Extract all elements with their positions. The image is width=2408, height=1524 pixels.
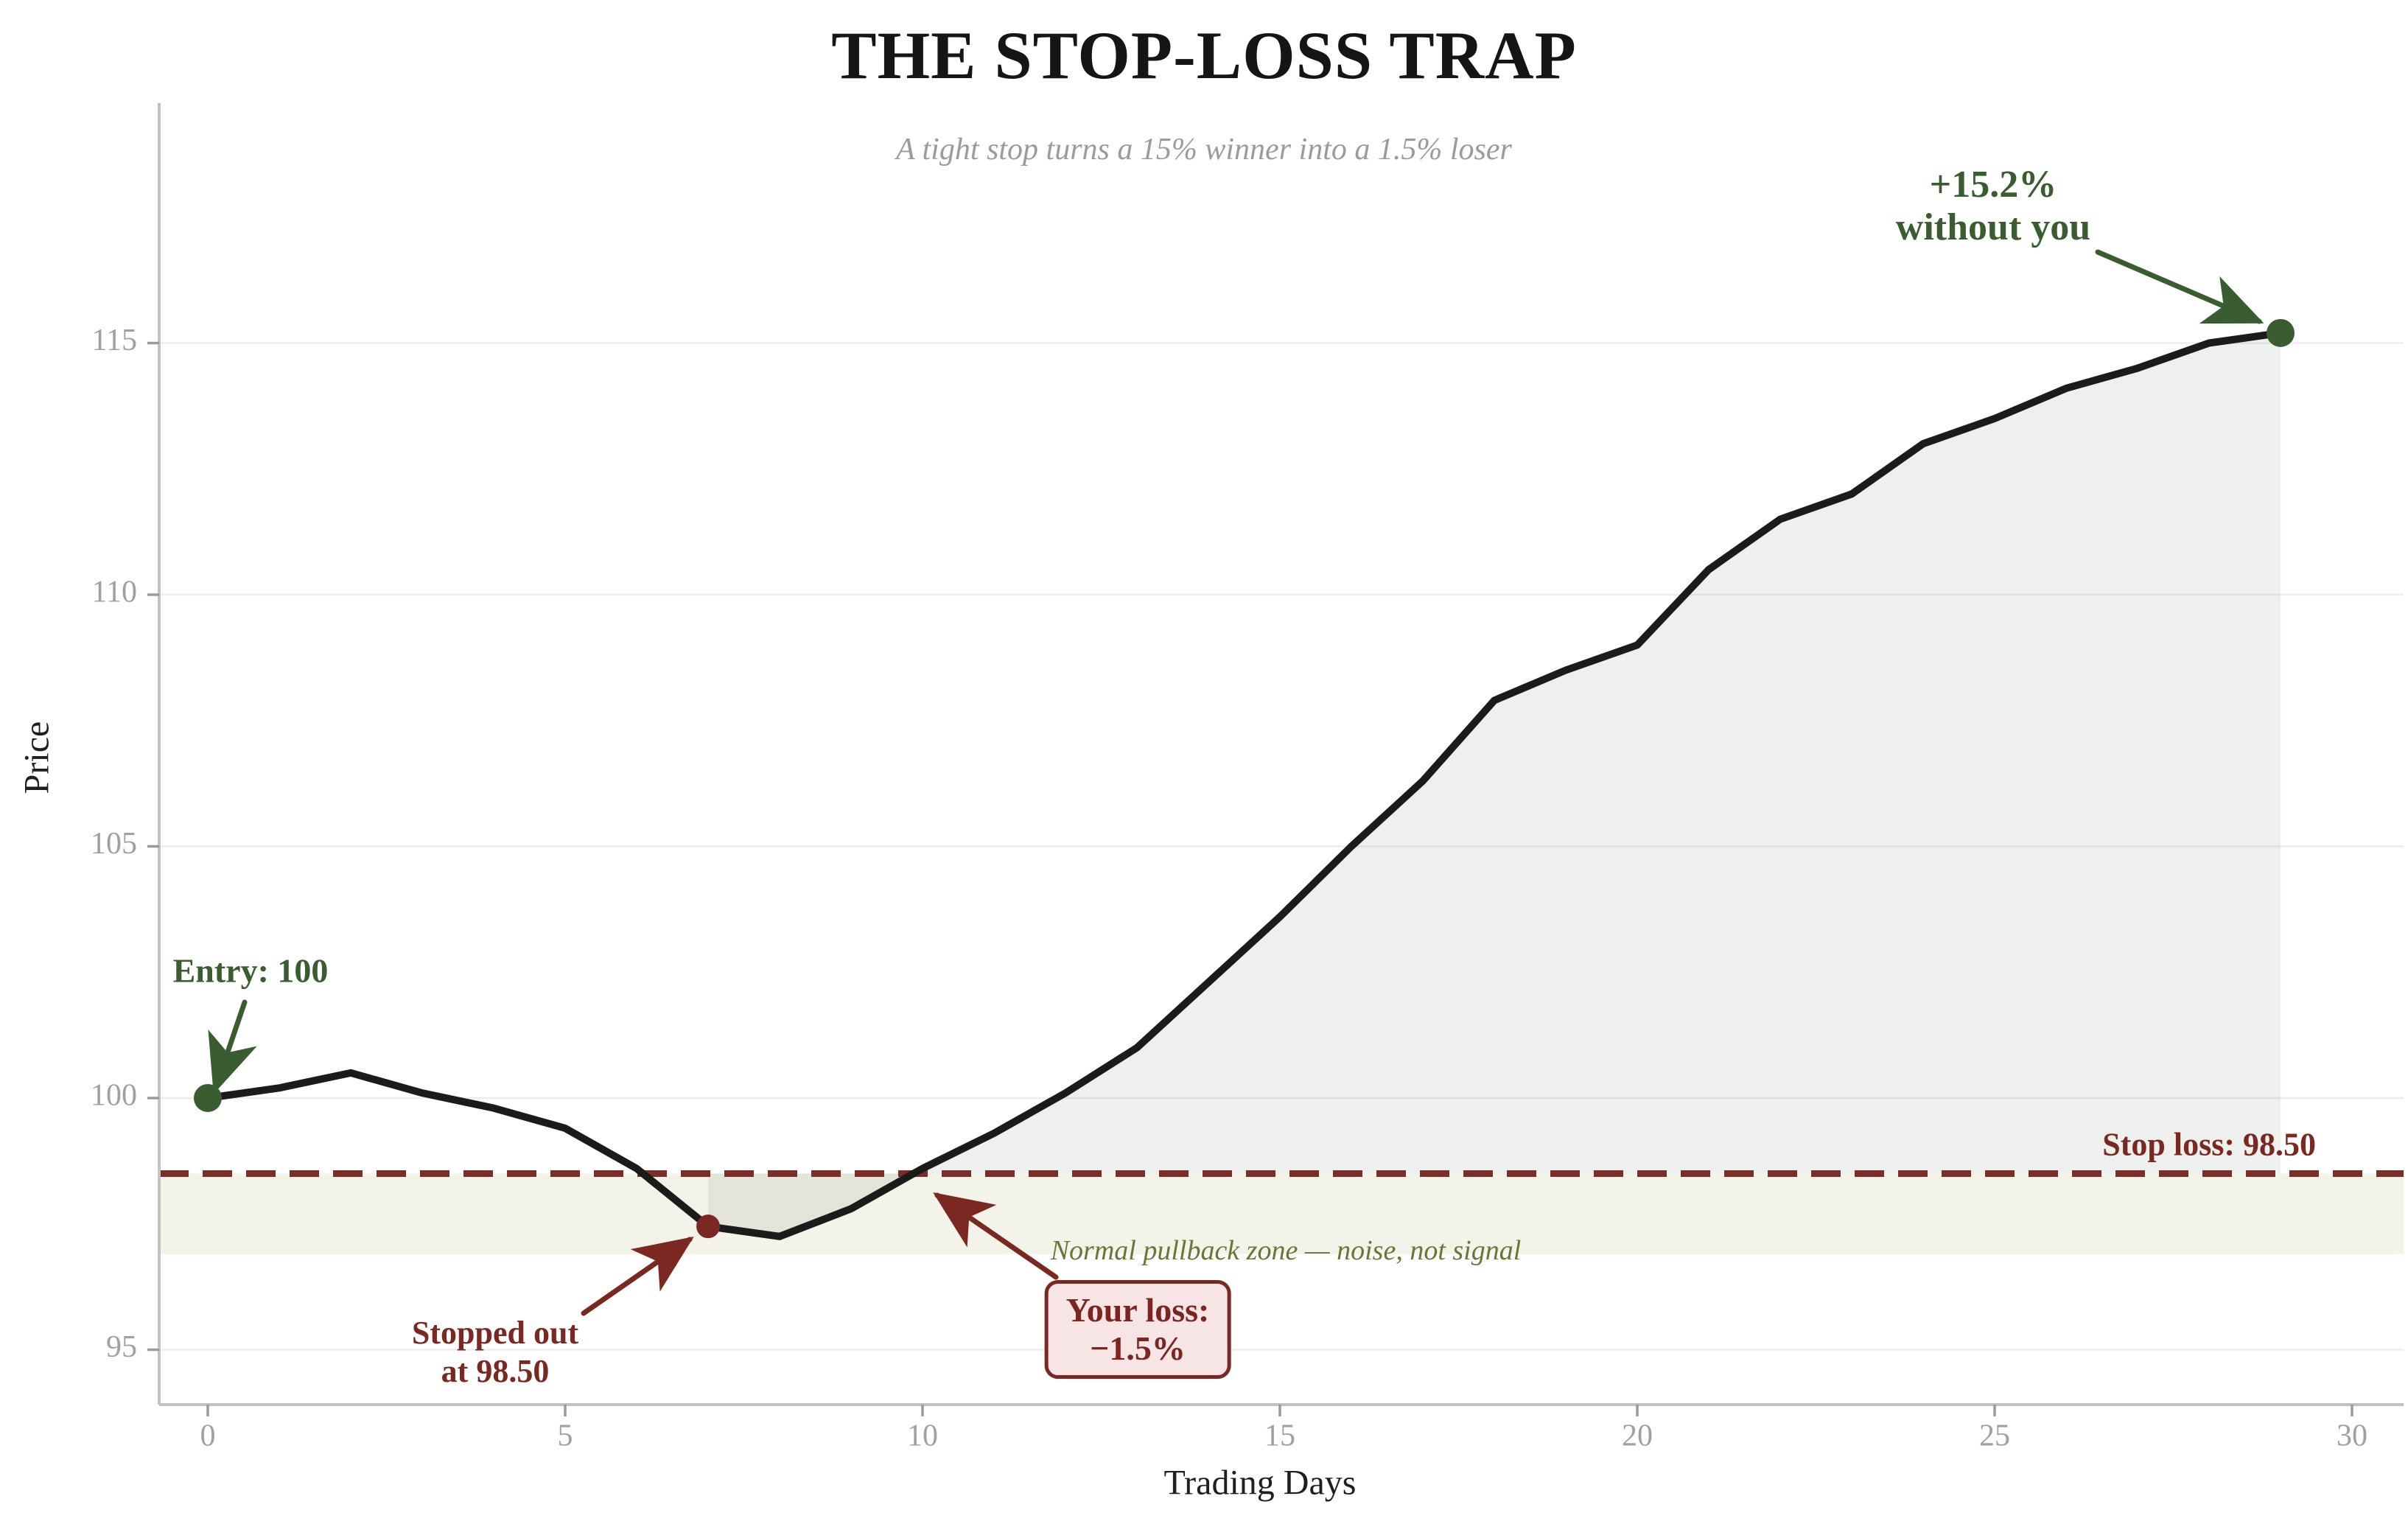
stopped-out-arrow <box>581 1237 694 1316</box>
your-loss-callout: Your loss: −1.5% <box>1044 1280 1231 1379</box>
x-tick-label-10: 10 <box>907 1419 938 1453</box>
stop-out-point <box>696 1214 720 1239</box>
your-loss-arrow <box>933 1192 1059 1280</box>
pullback-zone-band <box>159 1173 2404 1254</box>
final-point <box>2267 318 2295 347</box>
chart-subtitle: A tight stop turns a 15% winner into a 1… <box>896 133 1512 167</box>
x-tick-label-30: 30 <box>2337 1419 2367 1453</box>
gain-arrow <box>2095 249 2264 324</box>
price-line <box>204 329 2284 1240</box>
stopped-out-line1: Stopped out <box>411 1315 579 1351</box>
entry-point <box>194 1084 222 1112</box>
y-axis-title: Price <box>17 721 57 794</box>
chart-title: THE STOP-LOSS TRAP <box>831 18 1577 93</box>
y-tick-label-100: 100 <box>91 1079 137 1113</box>
entry-arrow <box>208 999 257 1094</box>
gain-annotation-line2: without you <box>1895 206 2091 248</box>
missed-gains-area <box>708 332 2281 1237</box>
x-tick-label-0: 0 <box>200 1419 216 1453</box>
pullback-zone-label: Normal pullback zone — noise, not signal <box>1050 1235 1522 1266</box>
gain-annotation-line1: +15.2% <box>1929 164 2057 206</box>
entry-annotation: Entry: 100 <box>172 951 329 990</box>
y-tick-label-115: 115 <box>92 324 137 357</box>
stopped-out-line2: at 98.50 <box>441 1353 550 1389</box>
gain-annotation: +15.2% without you <box>1896 164 2090 249</box>
x-tick-label-5: 5 <box>558 1419 573 1453</box>
x-tick-label-25: 25 <box>1979 1419 2010 1453</box>
x-tick-label-20: 20 <box>1622 1419 1653 1453</box>
stopped-out-annotation: Stopped out at 98.50 <box>412 1314 578 1391</box>
y-tick-label-95: 95 <box>106 1330 137 1364</box>
your-loss-line2: −1.5% <box>1090 1329 1186 1367</box>
y-tick-label-110: 110 <box>92 576 137 609</box>
x-axis-title: Trading Days <box>1163 1463 1357 1503</box>
stop-loss-level-label: Stop loss: 98.50 <box>2102 1126 2316 1163</box>
y-tick-label-105: 105 <box>91 827 137 861</box>
your-loss-line1: Your loss: <box>1065 1291 1210 1329</box>
x-tick-label-15: 15 <box>1264 1419 1295 1453</box>
